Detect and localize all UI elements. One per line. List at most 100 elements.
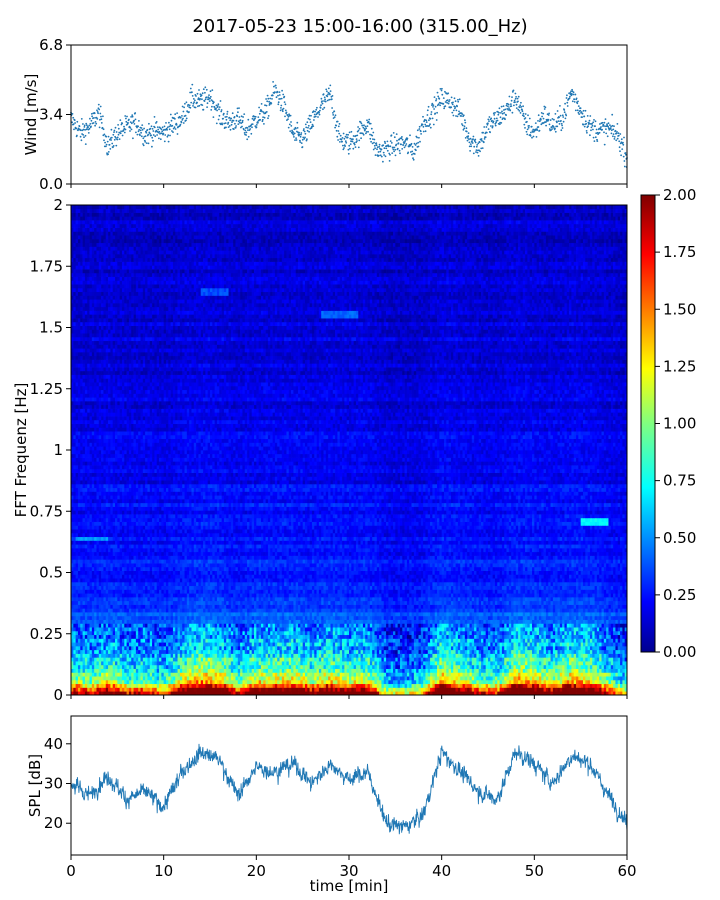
- spectrogram-cell: [302, 683, 306, 688]
- spectrogram-cell: [291, 676, 294, 681]
- wind-point: [441, 93, 444, 96]
- spectrogram-cell: [409, 676, 412, 681]
- spectrogram-cell: [582, 672, 586, 677]
- wind-point: [106, 140, 109, 143]
- spectrogram-cell: [508, 668, 512, 673]
- spectrogram-cell: [321, 642, 324, 647]
- wind-point: [136, 133, 139, 136]
- spectrogram-cell: [529, 653, 533, 658]
- spectrogram-cell: [464, 687, 468, 692]
- wind-point: [84, 129, 86, 131]
- wind-point: [461, 113, 464, 115]
- spectrogram-cell: [474, 664, 477, 669]
- spectrogram-cell: [216, 679, 220, 685]
- spectrogram-cell: [515, 664, 519, 669]
- wind-point: [274, 84, 277, 87]
- spectrogram-cell: [281, 642, 285, 647]
- wind-point: [189, 87, 192, 90]
- spectrogram-cell: [186, 661, 190, 666]
- wind-point: [139, 129, 142, 132]
- wind-point: [615, 139, 618, 142]
- spectrogram-cell: [432, 683, 436, 688]
- spectrogram-cell: [228, 683, 232, 688]
- spectrogram-cell: [606, 687, 609, 692]
- spectrogram-cell: [332, 653, 336, 658]
- spectrogram-cell: [423, 672, 426, 677]
- spectrogram-cell: [101, 664, 104, 669]
- spectrogram-cell: [559, 668, 563, 673]
- spectrogram-cell: [186, 642, 190, 647]
- wind-point: [528, 117, 531, 120]
- spectrogram-cell: [80, 657, 83, 662]
- spectrogram-cell: [488, 672, 491, 677]
- wind-point: [327, 93, 329, 96]
- wind-point: [431, 102, 434, 105]
- spectrogram-cell: [448, 646, 452, 651]
- spectrogram-cell: [425, 642, 429, 647]
- spectrogram-cell: [439, 679, 443, 685]
- spectrogram-cell: [411, 642, 415, 647]
- spectrogram-cell: [529, 676, 533, 681]
- spectrogram-cell: [441, 664, 445, 669]
- spectrogram-cell: [309, 642, 313, 647]
- wind-point: [416, 136, 418, 139]
- spectrogram-cell: [587, 661, 591, 666]
- spectrogram-cell: [411, 676, 415, 681]
- wind-y-tick-label: 6.8: [39, 36, 63, 54]
- wind-point: [535, 136, 538, 138]
- spectrogram-cell: [386, 668, 389, 673]
- spectrogram-cell: [149, 649, 153, 654]
- spectrogram-cell: [98, 653, 102, 658]
- wind-point: [419, 140, 421, 143]
- spectrogram-cell: [416, 653, 419, 658]
- spectrogram-cell: [274, 664, 278, 669]
- wind-point: [593, 140, 596, 143]
- spectrogram-cell: [399, 683, 403, 688]
- spectrogram-cell: [145, 664, 148, 669]
- spectrogram-cell: [175, 676, 178, 681]
- wind-point: [488, 120, 490, 122]
- spectrogram-cell: [448, 664, 452, 669]
- spectrogram-cell: [467, 661, 470, 666]
- spectrogram-cell: [216, 653, 220, 658]
- spectrogram-cell: [267, 657, 271, 662]
- spectrogram-cell: [309, 649, 313, 654]
- spectrogram-cell: [230, 646, 234, 651]
- spectrogram-cell: [203, 642, 206, 647]
- wind-point: [368, 118, 371, 121]
- spectrogram-cell: [73, 664, 76, 669]
- spectrogram-cell: [379, 672, 382, 677]
- spectrogram-cell: [409, 683, 412, 688]
- spectrogram-cell: [608, 676, 612, 681]
- spectrogram-cell: [216, 683, 220, 688]
- spectrogram-cell: [622, 683, 626, 688]
- wind-point: [370, 140, 372, 143]
- spectrogram-cell: [216, 664, 220, 669]
- wind-point: [610, 132, 613, 135]
- wind-point: [143, 127, 146, 130]
- spectrogram-cell: [420, 657, 424, 662]
- spectrogram-cell: [499, 653, 503, 658]
- spectrogram-cell: [318, 653, 322, 658]
- wind-point: [353, 143, 356, 146]
- spectrogram-cell: [545, 687, 549, 692]
- spectrogram-cell: [606, 672, 609, 677]
- spectrogram-cell: [369, 679, 373, 685]
- spectrogram-cell: [587, 646, 591, 651]
- spectrogram-cell: [149, 638, 153, 643]
- spectrogram-cell: [344, 653, 348, 658]
- spectrogram-cell: [182, 642, 185, 647]
- spectrogram-cell: [328, 653, 331, 658]
- wind-point: [456, 105, 458, 108]
- spectrogram-cell: [374, 672, 378, 677]
- spectrogram-cell: [196, 664, 199, 669]
- spectrogram-cell: [108, 657, 111, 662]
- spectrogram-cell: [335, 642, 338, 647]
- wind-point: [521, 110, 524, 113]
- spectrogram-cell: [233, 642, 236, 647]
- spectrogram-cell: [142, 679, 146, 685]
- spectrogram-cell: [233, 687, 236, 692]
- wind-point: [292, 133, 295, 136]
- spectrogram-cell: [620, 687, 623, 692]
- spectrogram-cell: [298, 668, 301, 673]
